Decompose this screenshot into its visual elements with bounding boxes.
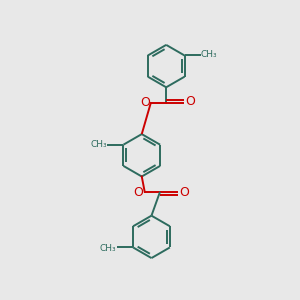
Text: O: O <box>179 187 189 200</box>
Text: O: O <box>185 95 195 108</box>
Text: CH₃: CH₃ <box>201 50 217 59</box>
Text: O: O <box>133 187 143 200</box>
Text: O: O <box>140 95 150 109</box>
Text: CH₃: CH₃ <box>90 140 107 148</box>
Text: CH₃: CH₃ <box>100 244 116 253</box>
